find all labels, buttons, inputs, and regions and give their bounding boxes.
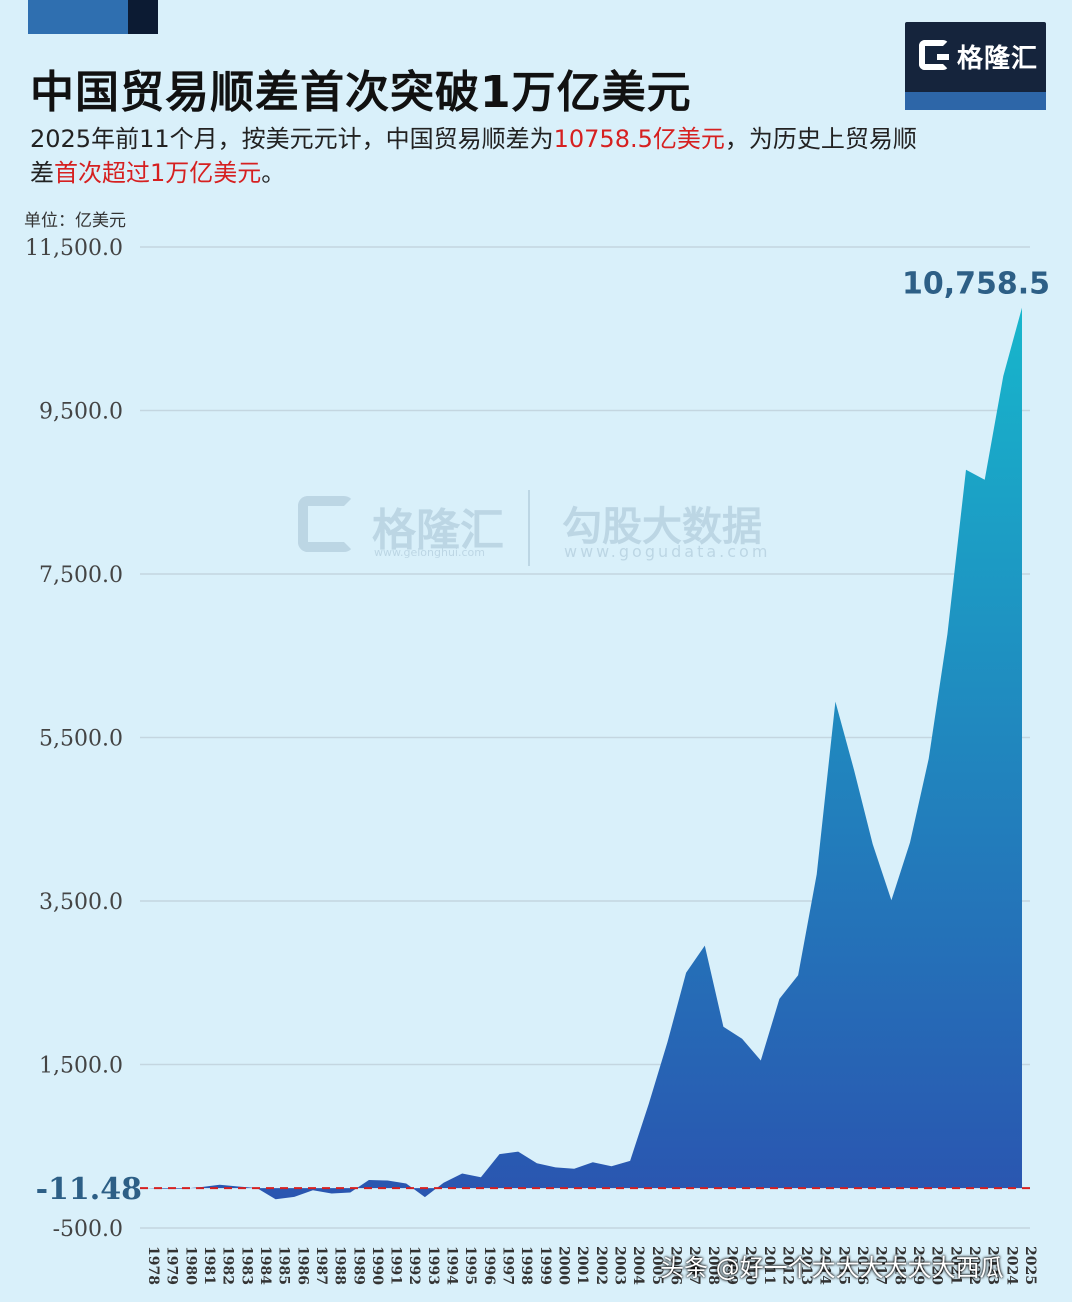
x-tick-label: 2006 — [667, 1246, 683, 1285]
x-tick-label: 1979 — [164, 1246, 180, 1285]
x-tick-label: 1999 — [537, 1246, 553, 1285]
x-tick-label: 1998 — [518, 1246, 534, 1285]
x-tick-label: 1989 — [350, 1246, 366, 1285]
subtitle-part3: 。 — [261, 159, 286, 187]
x-tick-label: 2020 — [929, 1246, 945, 1285]
watermark-brand2: 勾股大数据 — [562, 504, 762, 550]
x-tick-label: 2025 — [1022, 1246, 1038, 1285]
x-tick-label: 1991 — [388, 1246, 404, 1285]
x-tick-label: 2022 — [966, 1246, 982, 1285]
x-tick-label: 2016 — [854, 1246, 870, 1285]
x-tick-label: 1987 — [313, 1246, 329, 1285]
x-tick-label: 2011 — [761, 1246, 777, 1285]
x-tick-label: 1984 — [257, 1246, 273, 1285]
top-accent-bar-dark — [128, 0, 158, 34]
x-tick-label: 2003 — [611, 1246, 627, 1285]
x-tick-label: 1981 — [201, 1246, 217, 1285]
x-tick-label: 2015 — [835, 1246, 851, 1285]
x-tick-label: 2019 — [910, 1246, 926, 1285]
logo-text: 格隆汇 — [957, 44, 1039, 74]
x-tick-label: 2013 — [798, 1246, 814, 1285]
x-tick-label: 1996 — [481, 1246, 497, 1285]
x-tick-label: 2017 — [873, 1246, 889, 1285]
x-tick-label: 1995 — [462, 1246, 478, 1285]
g-logo-icon — [919, 40, 949, 70]
x-tick-label: 1980 — [182, 1246, 198, 1285]
y-tick-label: 3,500.0 — [39, 890, 123, 915]
x-tick-label: 1993 — [425, 1246, 441, 1285]
top-accent-bar — [28, 0, 128, 34]
max-value-label: 10,758.5 — [902, 267, 1050, 302]
x-tick-label: 2008 — [705, 1246, 721, 1285]
footer-credit: 头条 @好一个大大大大大大西瓜 — [660, 1254, 1004, 1282]
annotations: 10,758.5 -11.48 — [36, 267, 1050, 1207]
x-tick-label: 1982 — [220, 1246, 236, 1285]
watermark-g-icon — [298, 496, 354, 552]
unit-label: 单位：亿美元 — [24, 211, 126, 231]
x-tick-label: 1994 — [444, 1246, 460, 1285]
x-tick-label: 2009 — [723, 1246, 739, 1285]
y-tick-label: -500.0 — [53, 1217, 123, 1242]
trade-surplus-area — [145, 307, 1022, 1200]
y-tick-label: 5,500.0 — [39, 727, 123, 752]
x-tick-label: 2014 — [817, 1246, 833, 1285]
x-tick-label: 2012 — [779, 1246, 795, 1285]
y-tick-label: 11,500.0 — [25, 236, 123, 261]
page-title: 中国贸易顺差首次突破1万亿美元 — [30, 67, 692, 118]
x-tick-label: 1997 — [500, 1246, 516, 1285]
subtitle-highlight-first: 首次超过1万亿美元 — [54, 159, 262, 187]
y-tick-label: 9,500.0 — [39, 400, 123, 425]
x-tick-label: 2010 — [742, 1246, 758, 1285]
y-axis-ticks: -500.0 1,500.0 3,500.0 5,500.0 7,500.0 9,500.… — [25, 236, 123, 1242]
subtitle: 2025年前11个月，按美元元计，中国贸易顺差为10758.5亿美元，为历史上贸… — [30, 122, 930, 190]
x-tick-label: 1992 — [406, 1246, 422, 1285]
watermark-url1: www.gelonghui.com — [374, 546, 485, 559]
x-tick-label: 2024 — [1003, 1246, 1019, 1285]
x-tick-label: 2018 — [891, 1246, 907, 1285]
watermark-url2: www.gogudata.com — [564, 542, 771, 561]
grid-lines — [140, 246, 1030, 1229]
x-tick-label: 2002 — [593, 1246, 609, 1285]
x-tick-label: 2001 — [574, 1246, 590, 1285]
subtitle-part2: ，为历史上贸易顺差 — [30, 125, 917, 187]
x-tick-label: 1990 — [369, 1246, 385, 1285]
watermark-divider — [528, 490, 530, 566]
y-tick-label: 7,500.0 — [39, 563, 123, 588]
x-axis-ticks: 1978 1979 1980 1981 1982 1983 1984 1985 1986 1987… — [145, 1246, 1038, 1285]
x-tick-label: 1985 — [276, 1246, 292, 1285]
watermark-brand1: 格隆汇 — [372, 505, 504, 556]
x-tick-label: 2007 — [686, 1246, 702, 1285]
x-tick-label: 1986 — [294, 1246, 310, 1285]
y-tick-label: 1,500.0 — [39, 1054, 123, 1079]
x-tick-label: 1988 — [332, 1246, 348, 1285]
subtitle-highlight-value: 10758.5亿美元 — [553, 125, 725, 153]
gelonghui-logo: 格隆汇 — [905, 22, 1046, 110]
x-tick-label: 2005 — [649, 1246, 665, 1285]
x-tick-label: 1978 — [145, 1246, 161, 1285]
baseline-value-label: -11.48 — [36, 1172, 142, 1207]
watermark: 格隆汇 www.gelonghui.com 勾股大数据 www.gogudata… — [298, 490, 798, 570]
x-tick-label: 2023 — [985, 1246, 1001, 1285]
x-tick-label: 2000 — [556, 1246, 572, 1285]
x-tick-label: 2021 — [947, 1246, 963, 1285]
logo-stripe — [905, 92, 1046, 110]
x-tick-label: 1983 — [238, 1246, 254, 1285]
subtitle-part1: 2025年前11个月，按美元元计，中国贸易顺差为 — [30, 125, 554, 153]
x-tick-label: 2004 — [630, 1246, 646, 1285]
